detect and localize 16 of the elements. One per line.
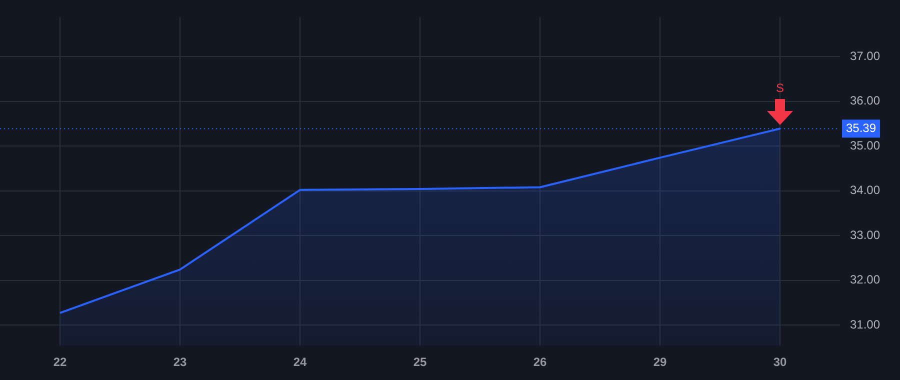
y-tick-label: 34.00 — [850, 183, 880, 198]
x-tick-label: 22 — [53, 355, 67, 370]
x-tick-label: 25 — [413, 355, 427, 370]
y-tick-label: 35.00 — [850, 138, 880, 152]
y-tick-label: 36.00 — [850, 94, 880, 108]
x-tick-label: 30 — [773, 355, 787, 370]
x-tick-label: 29 — [653, 355, 667, 370]
y-tick-label: 32.00 — [850, 272, 880, 287]
ref-line-label: 35.39 — [846, 120, 876, 135]
x-tick-label: 24 — [293, 355, 307, 370]
annotation: S — [776, 80, 784, 95]
y-tick-label: 31.00 — [850, 317, 880, 332]
y-tick-label: 37.00 — [850, 48, 880, 63]
x-tick-label: 26 — [533, 355, 547, 370]
x-tick-label: 23 — [173, 355, 187, 370]
y-tick-label: 33.00 — [850, 228, 880, 242]
